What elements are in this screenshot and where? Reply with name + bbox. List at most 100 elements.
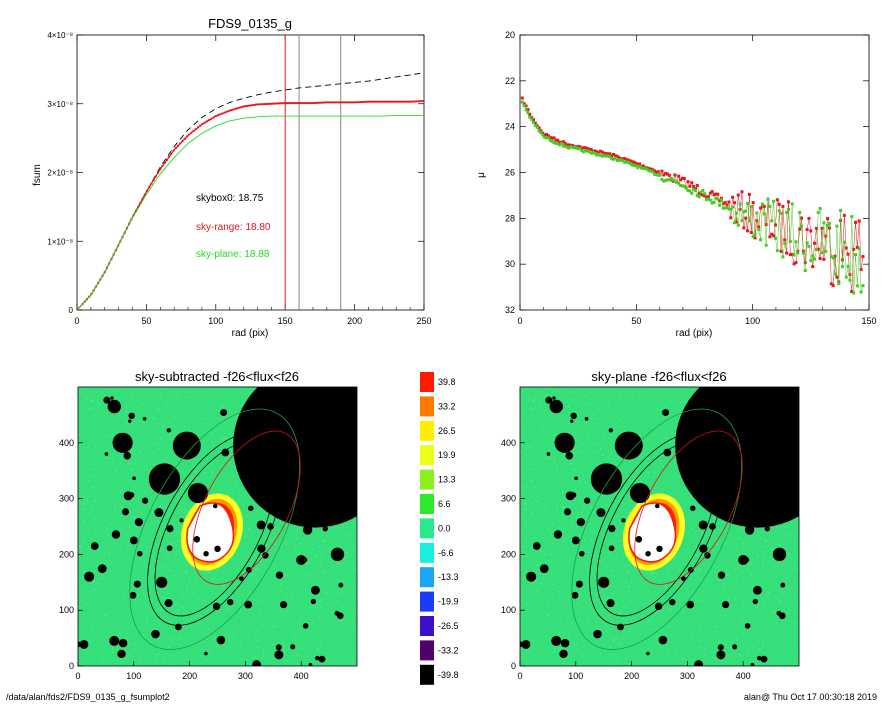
mu-connector xyxy=(795,241,799,254)
galaxy-saturated-core xyxy=(186,502,235,563)
fsum-data-point xyxy=(354,101,357,104)
mu-data-point xyxy=(556,142,560,146)
fsum-data-point xyxy=(399,100,402,103)
mu-connector xyxy=(818,249,821,259)
star-mask xyxy=(776,610,782,616)
fsum-series-line-1 xyxy=(77,100,424,310)
star-mask xyxy=(314,655,320,661)
fsum-data-point xyxy=(308,102,311,105)
fsum-data-point xyxy=(272,102,275,105)
mu-data-point xyxy=(537,129,541,133)
mu-connector xyxy=(741,191,745,228)
mu-connector xyxy=(764,213,767,246)
star-mask xyxy=(128,412,135,420)
x-tick-label: 0 xyxy=(517,316,522,326)
fsum-data-point xyxy=(345,101,348,104)
footer-timestamp: alan@ Thu Oct 17 00:30:18 2019 xyxy=(743,692,877,702)
mu-connector xyxy=(858,248,862,293)
mu-data-point xyxy=(533,123,537,127)
mu-connector xyxy=(773,201,776,239)
mu-data-point xyxy=(639,164,643,168)
y-tick-label: 32 xyxy=(505,305,515,315)
y-tick-label: 400 xyxy=(501,438,516,448)
mu-data-point xyxy=(595,150,599,154)
mu-connector xyxy=(684,178,687,188)
mu-data-point xyxy=(612,152,616,156)
mu-connector xyxy=(816,228,819,250)
mu-connector xyxy=(823,236,826,260)
star-mask xyxy=(690,505,696,511)
mu-data-point xyxy=(623,157,627,161)
mu-connector xyxy=(736,212,739,226)
fsum-data-point xyxy=(183,137,186,140)
star-mask xyxy=(608,525,616,533)
star-mask xyxy=(129,536,138,545)
mu-connector xyxy=(814,249,817,260)
mu-connector xyxy=(736,195,739,223)
star-mask xyxy=(203,550,209,557)
fsum-data-point xyxy=(203,121,206,124)
y-tick-label: 4×10⁻⁸ xyxy=(47,31,73,40)
star-mask xyxy=(553,530,563,539)
mu-data-point xyxy=(613,154,617,158)
mu-data-point xyxy=(649,169,653,173)
mu-data-point xyxy=(626,158,630,162)
star-mask xyxy=(663,448,672,457)
star-masks xyxy=(520,387,799,666)
mu-data-point xyxy=(561,144,565,148)
fsum-data-point xyxy=(268,102,271,105)
mu-connector xyxy=(832,256,836,286)
fsum-data-point xyxy=(321,101,324,104)
mu-data-point xyxy=(628,159,632,163)
aperture-ellipse xyxy=(571,408,743,650)
mu-data-point xyxy=(630,163,634,167)
mu-data-point xyxy=(537,126,541,130)
mu-plot-frame xyxy=(519,34,870,311)
colorbar-swatch xyxy=(420,664,434,685)
aperture-ellipse xyxy=(192,430,301,585)
mu-connector xyxy=(791,254,795,264)
mu-connector xyxy=(756,213,759,230)
fsum-series xyxy=(77,72,424,310)
mu-connector xyxy=(758,208,761,227)
mu-connector xyxy=(782,206,786,240)
mu-connector xyxy=(758,229,761,240)
mu-data-point xyxy=(606,154,610,158)
fsum-data-point xyxy=(188,133,191,136)
mu-data-point xyxy=(612,157,616,161)
mu-connector xyxy=(825,225,828,252)
star-mask xyxy=(760,655,768,663)
mu-connector xyxy=(821,228,825,260)
fsum-vlines xyxy=(284,35,342,310)
fsum-data-point xyxy=(134,210,137,213)
mu-connector xyxy=(751,206,754,237)
y-tick-label: 0 xyxy=(69,306,74,315)
mu-data-point xyxy=(591,151,595,155)
fsum-data-point xyxy=(137,206,140,209)
colorbar-swatch xyxy=(420,640,434,661)
mu-ylabel: μ xyxy=(476,172,487,178)
mu-data-point xyxy=(558,140,562,144)
fsum-data-point xyxy=(150,182,153,185)
image-axes-2: 0 100 200 300 400 0 100 200 300 400 xyxy=(501,438,751,681)
fsum-data-point xyxy=(292,102,295,105)
star-mask xyxy=(752,585,762,595)
fsum-data-point xyxy=(336,101,339,104)
mu-data-point xyxy=(558,143,562,147)
colorbar-label: -19.9 xyxy=(438,597,459,607)
mu-connector xyxy=(860,256,864,270)
star-mask xyxy=(559,649,568,659)
x-tick-label: 250 xyxy=(416,316,431,326)
y-tick-label: 200 xyxy=(501,549,516,559)
sky-plane-title: sky-plane -f26<flux<f26 xyxy=(591,369,726,384)
mu-data-point xyxy=(585,147,589,151)
y-tick-label: 1×10⁻⁸ xyxy=(47,237,73,246)
star-mask xyxy=(721,601,730,609)
sky-subtracted-image-panel: sky-subtracted -f26<flux<f26 0 100 200 300 4… xyxy=(59,369,358,681)
mu-connector xyxy=(832,257,836,275)
mu-data-point xyxy=(597,151,601,155)
mu-axes: 0 50 100 150 20 22 24 26 28 30 32 xyxy=(505,30,877,326)
fsum-data-point xyxy=(148,186,151,189)
star-mask xyxy=(709,523,716,530)
star-mask xyxy=(574,476,578,481)
